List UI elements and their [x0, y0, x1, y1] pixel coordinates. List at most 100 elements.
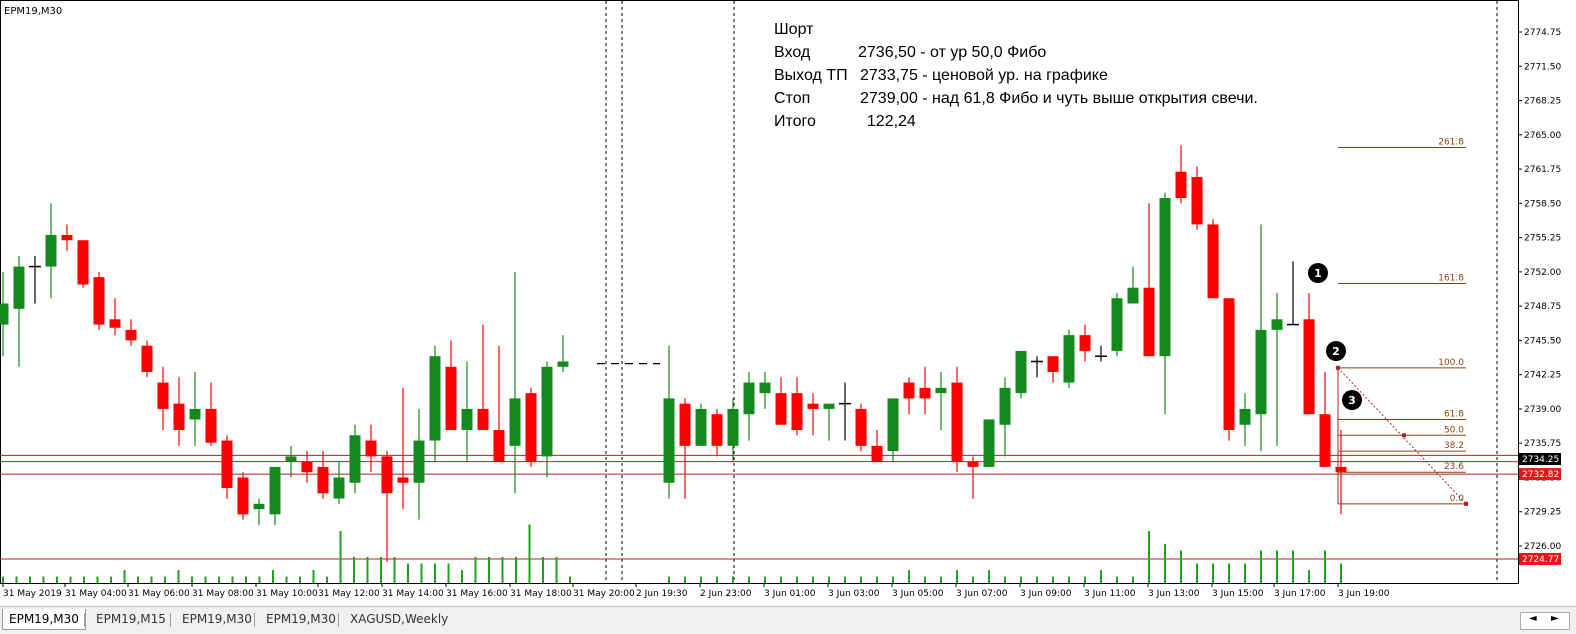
candle-body [509, 398, 521, 446]
candle-body [1271, 319, 1283, 330]
fibo-anchor-point [1336, 365, 1340, 370]
scroll-right-icon[interactable]: ► [1551, 613, 1559, 624]
y-tick-label: 2729.25 [1524, 508, 1561, 518]
candle-body [1319, 414, 1331, 467]
y-tick-label: 2755.25 [1524, 234, 1561, 244]
candle-body [903, 382, 915, 399]
fibo-level-label: 38.2 [1444, 441, 1464, 451]
x-tick-label: 3 Jun 01:00 [764, 589, 816, 599]
candle-body [189, 408, 201, 420]
marker-label: 2 [1332, 345, 1340, 358]
candle-body [1239, 408, 1251, 425]
x-tick-label: 31 May 14:00 [382, 589, 444, 599]
x-tick-label: 31 May 06:00 [128, 589, 190, 599]
chart-tab[interactable]: EPM19,M15 [96, 612, 166, 626]
candle-body [445, 366, 457, 431]
y-tick-label: 2761.75 [1524, 165, 1561, 175]
candle-body [935, 387, 947, 394]
marker-label: 1 [1314, 267, 1322, 280]
candle-body [93, 277, 105, 325]
numbered-marker [1326, 341, 1346, 361]
chart-area[interactable]: 261.8 161.8 100.0 61.8 50.0 38.2 23.6 0.0 1 2 3 277… [0, 0, 1576, 607]
candle-body [663, 398, 675, 483]
y-tick-label: 2748.75 [1524, 302, 1561, 312]
candle-body [1191, 176, 1203, 225]
candle-body [1255, 329, 1267, 415]
candle-body [967, 461, 979, 467]
scroll-left-icon[interactable]: ◄ [1529, 613, 1537, 624]
note-row-text: 2739,00 - над 61,8 Фибо и чуть выше откр… [860, 90, 1258, 107]
candle-body [1159, 198, 1171, 357]
x-tick-label: 2 Jun 19:30 [636, 589, 688, 599]
price-chart[interactable]: 261.8 161.8 100.0 61.8 50.0 38.2 23.6 0.0 1 2 3 277… [0, 0, 1576, 607]
price-tag [1519, 552, 1561, 565]
candle-body [855, 408, 867, 446]
x-tick-label: 31 May 18:00 [510, 589, 572, 599]
candle-body [125, 329, 137, 341]
candle-body [525, 393, 537, 462]
x-tick-label: 2 Jun 23:00 [700, 589, 752, 599]
candle-body [1143, 287, 1155, 357]
x-tick-label: 3 Jun 19:00 [1338, 589, 1390, 599]
fibo-level-label: 261.8 [1438, 137, 1464, 147]
candle-body [727, 408, 739, 446]
x-tick-label: 3 Jun 17:00 [1274, 589, 1326, 599]
candle-body [791, 393, 803, 431]
candle-body [775, 393, 787, 425]
numbered-marker [1342, 390, 1362, 410]
candle-body [1207, 224, 1219, 299]
fibo-level-label: 100.0 [1438, 358, 1464, 368]
candle-body [1175, 171, 1187, 199]
chart-tab[interactable]: EPM19,M30 [266, 612, 336, 626]
x-tick-label: 31 May 10:00 [256, 589, 318, 599]
candle-body [983, 419, 995, 467]
candle-body [461, 408, 473, 431]
candle-body [0, 303, 9, 325]
candle-body [301, 461, 313, 473]
candle-body [141, 345, 153, 373]
candle-body [285, 456, 297, 462]
note-row-label: Вход [774, 44, 811, 61]
chart-tab[interactable]: XAGUSD,Weekly [350, 612, 449, 626]
tab-separator [338, 613, 339, 627]
fibo-level-label: 0.0 [1450, 494, 1465, 504]
x-tick-label: 31 May 16:00 [446, 589, 508, 599]
note-row-text: 122,24 [858, 113, 916, 130]
price-tag-label: 2734.25 [1522, 455, 1559, 465]
candle-body [823, 403, 835, 409]
x-tick-label: 3 Jun 03:00 [828, 589, 880, 599]
candle-body [13, 266, 25, 309]
price-tag-label: 2732.82 [1522, 470, 1559, 480]
chart-tab[interactable]: EPM19,M30 [2, 609, 86, 630]
candle-body [429, 356, 441, 441]
note-title: Шорт [774, 21, 814, 38]
candle-body [1335, 466, 1347, 473]
candle-body [205, 408, 217, 443]
candle-body [477, 408, 489, 431]
candle-body [61, 234, 73, 241]
candle-body [1127, 287, 1139, 304]
tab-separator [254, 613, 255, 627]
price-tag [1519, 468, 1561, 481]
y-tick-label: 2745.50 [1524, 336, 1561, 346]
y-tick-label: 2742.25 [1524, 371, 1561, 381]
candle-body [1079, 335, 1091, 351]
y-tick-label: 2758.50 [1524, 199, 1561, 209]
chart-tab[interactable]: EPM19,M30 [182, 612, 252, 626]
candle-body [365, 440, 377, 457]
plot-frame [0, 0, 1519, 584]
tab-scroll-control[interactable]: ◄ ► [1520, 612, 1570, 630]
y-tick-label: 2735.75 [1524, 439, 1561, 449]
x-tick-label: 3 Jun 13:00 [1148, 589, 1200, 599]
x-tick-label: 31 May 04:00 [65, 589, 127, 599]
fibo-anchor-point [1464, 501, 1468, 506]
symbol-timeframe-label: EPM19,M30 [4, 6, 63, 17]
x-tick-label: 3 Jun 09:00 [1020, 589, 1072, 599]
candle-body [109, 319, 121, 328]
candle-body [919, 387, 931, 399]
note-row-text: 2736,50 - от ур 50,0 Фибо [858, 44, 1047, 61]
x-tick-label: 31 May 20:00 [573, 589, 635, 599]
y-tick-label: 2726.00 [1524, 542, 1561, 552]
fibo-level-label: 61.8 [1444, 409, 1464, 419]
y-tick-label: 2739.00 [1524, 405, 1561, 415]
